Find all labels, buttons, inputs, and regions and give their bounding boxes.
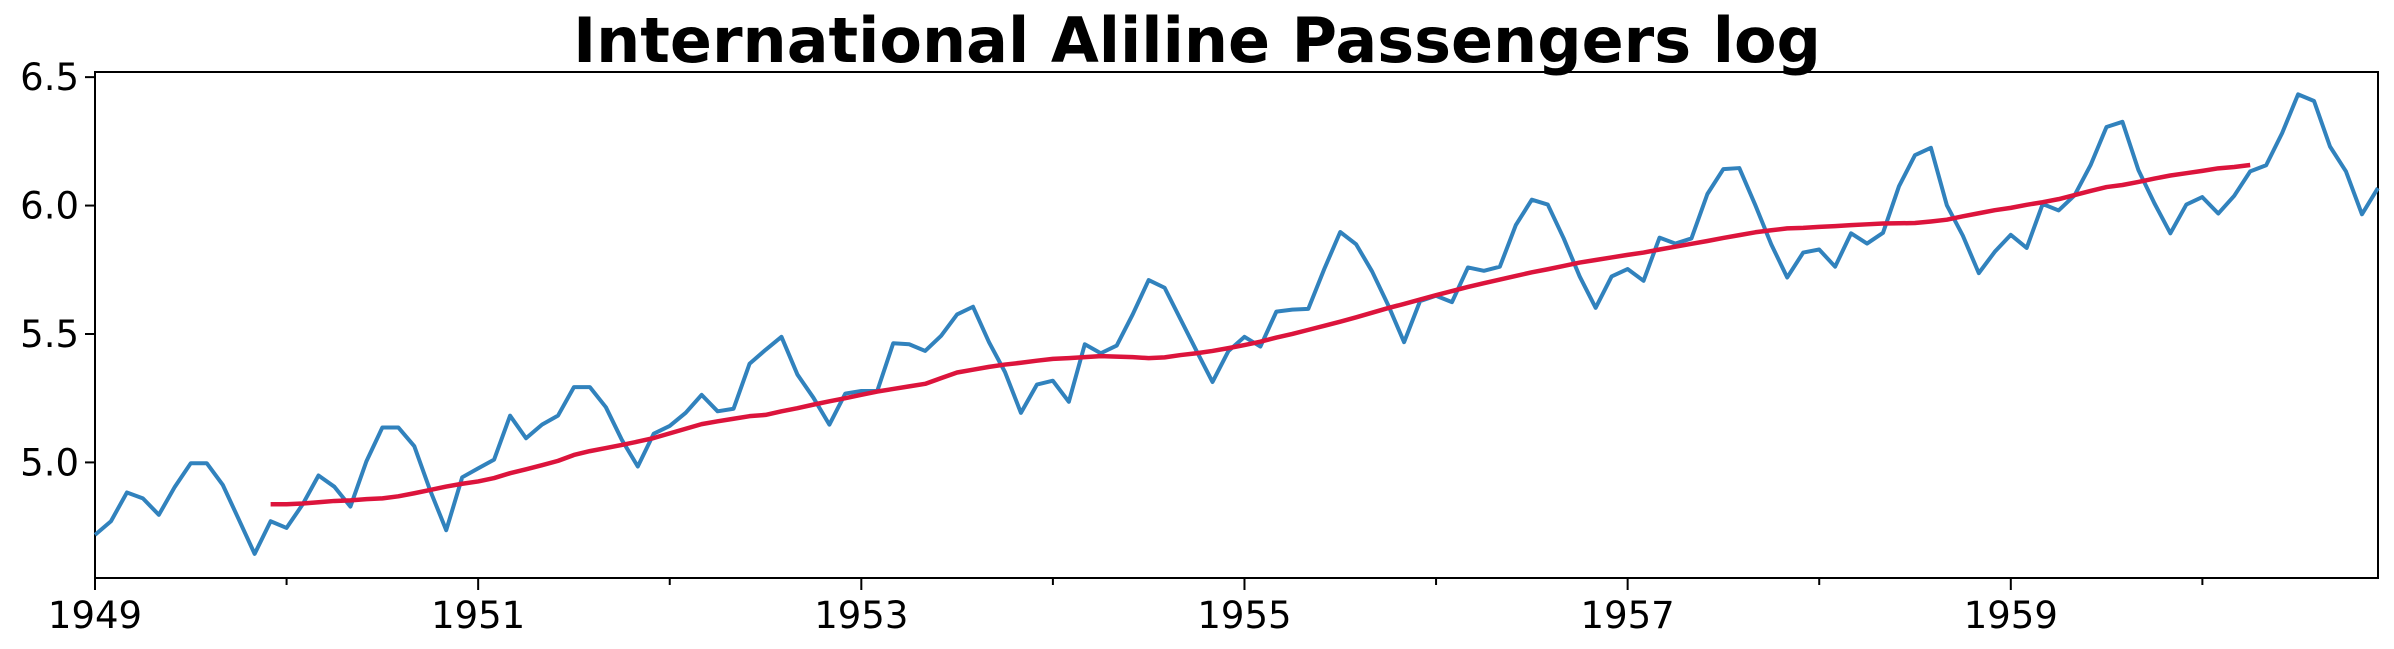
y-tick-label: 5.0	[20, 441, 79, 484]
x-tick-label: 1959	[1964, 594, 2058, 637]
series-line-1	[270, 162, 2251, 507]
x-tick-label: 1949	[48, 594, 142, 637]
y-tick-label: 6.5	[20, 56, 79, 99]
y-tick-label: 5.5	[20, 313, 79, 356]
series-line-0	[93, 92, 2380, 556]
plot-area	[94, 71, 2379, 579]
x-tick-label: 1957	[1581, 594, 1675, 637]
x-tick-label: 1955	[1197, 594, 1291, 637]
x-tick-label: 1953	[814, 594, 908, 637]
y-tick-label: 6.0	[20, 185, 79, 228]
chart-title: International Aliline Passengers log	[573, 4, 1821, 77]
x-tick-label: 1951	[431, 594, 525, 637]
